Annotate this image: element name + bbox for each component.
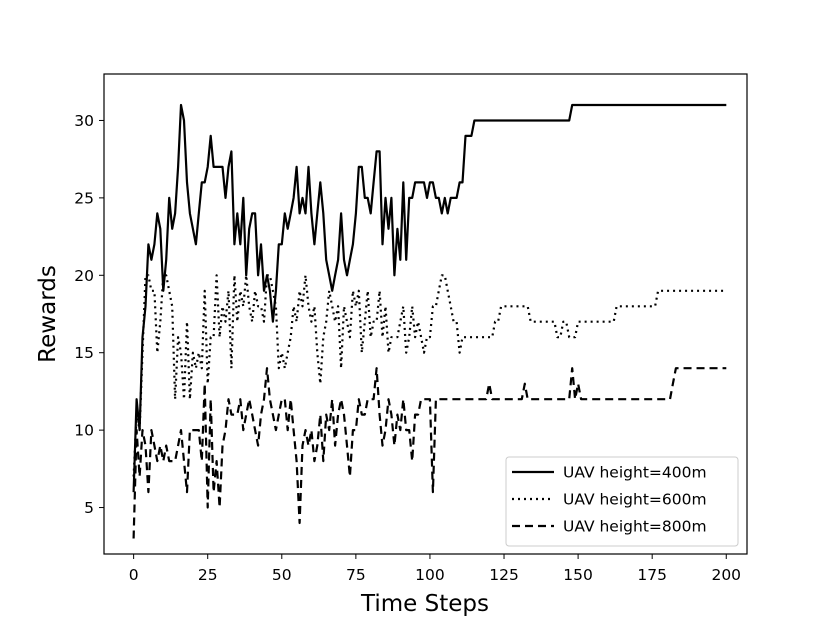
series-line-1 <box>132 103 727 493</box>
series-line-2 <box>132 274 727 477</box>
x-tick-label: 150 <box>563 566 593 584</box>
x-tick-label: 0 <box>129 566 139 584</box>
legend-label-1: UAV height=400m <box>563 464 707 482</box>
y-tick-label: 20 <box>74 267 94 285</box>
legend-label-2: UAV height=600m <box>563 491 707 509</box>
x-tick-label: 25 <box>198 566 218 584</box>
y-tick-label: 15 <box>74 344 94 362</box>
x-tick-label: 200 <box>711 566 741 584</box>
x-tick-label: 100 <box>415 566 445 584</box>
y-tick-label: 25 <box>74 189 94 207</box>
x-tick-label: 75 <box>346 566 366 584</box>
series-line-3 <box>132 367 727 539</box>
legend-label-3: UAV height=800m <box>563 518 707 536</box>
legend-frame <box>505 456 739 547</box>
y-axis-title: Rewards <box>35 265 61 363</box>
y-tick-label: 30 <box>74 112 94 130</box>
x-tick-label: 175 <box>637 566 667 584</box>
legend: UAV height=400m UAV height=600m UAV height… <box>505 456 739 547</box>
series-layer <box>132 103 727 539</box>
x-axis-title: Time Steps <box>360 591 489 617</box>
y-axis-ticks: 5 10 15 20 25 30 <box>74 112 104 517</box>
x-tick-label: 125 <box>489 566 519 584</box>
plot-frame <box>103 73 748 555</box>
y-tick-label: 5 <box>84 499 94 517</box>
y-tick-label: 10 <box>74 422 94 440</box>
x-axis-ticks: 0 25 50 75 100 125 150 175 200 <box>129 554 741 584</box>
x-tick-label: 50 <box>272 566 292 584</box>
